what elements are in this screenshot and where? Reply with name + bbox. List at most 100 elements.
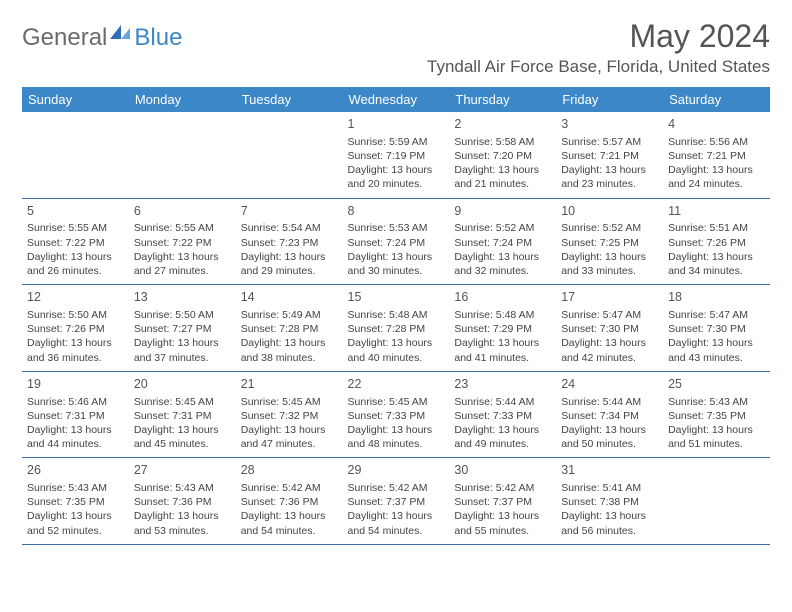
sunset-line: Sunset: 7:26 PM (27, 322, 124, 336)
sunset-line: Sunset: 7:26 PM (668, 236, 765, 250)
sunrise-line: Sunrise: 5:43 AM (668, 395, 765, 409)
day-number: 21 (241, 376, 338, 393)
calendar-day-cell (129, 112, 236, 198)
day-number: 24 (561, 376, 658, 393)
sunset-line: Sunset: 7:24 PM (348, 236, 445, 250)
weekday-header: Thursday (449, 87, 556, 112)
sunset-line: Sunset: 7:31 PM (134, 409, 231, 423)
daylight-line: Daylight: 13 hours and 47 minutes. (241, 423, 338, 451)
sunset-line: Sunset: 7:27 PM (134, 322, 231, 336)
sunset-line: Sunset: 7:37 PM (348, 495, 445, 509)
sunrise-line: Sunrise: 5:55 AM (27, 221, 124, 235)
sunrise-line: Sunrise: 5:45 AM (134, 395, 231, 409)
sunset-line: Sunset: 7:35 PM (668, 409, 765, 423)
day-number: 14 (241, 289, 338, 306)
calendar-day-cell: 23Sunrise: 5:44 AMSunset: 7:33 PMDayligh… (449, 371, 556, 458)
sunrise-line: Sunrise: 5:47 AM (668, 308, 765, 322)
calendar-day-cell: 27Sunrise: 5:43 AMSunset: 7:36 PMDayligh… (129, 458, 236, 545)
calendar-day-cell: 19Sunrise: 5:46 AMSunset: 7:31 PMDayligh… (22, 371, 129, 458)
day-number: 12 (27, 289, 124, 306)
header: General Blue May 2024 Tyndall Air Force … (22, 18, 770, 77)
calendar-day-cell: 20Sunrise: 5:45 AMSunset: 7:31 PMDayligh… (129, 371, 236, 458)
calendar-day-cell: 3Sunrise: 5:57 AMSunset: 7:21 PMDaylight… (556, 112, 663, 198)
sunrise-line: Sunrise: 5:51 AM (668, 221, 765, 235)
sunrise-line: Sunrise: 5:49 AM (241, 308, 338, 322)
sunrise-line: Sunrise: 5:45 AM (241, 395, 338, 409)
sunset-line: Sunset: 7:35 PM (27, 495, 124, 509)
weekday-header: Sunday (22, 87, 129, 112)
day-number: 25 (668, 376, 765, 393)
calendar-table: SundayMondayTuesdayWednesdayThursdayFrid… (22, 87, 770, 545)
sunrise-line: Sunrise: 5:44 AM (561, 395, 658, 409)
sunset-line: Sunset: 7:36 PM (134, 495, 231, 509)
daylight-line: Daylight: 13 hours and 20 minutes. (348, 163, 445, 191)
sunset-line: Sunset: 7:23 PM (241, 236, 338, 250)
sunset-line: Sunset: 7:33 PM (348, 409, 445, 423)
weekday-header: Tuesday (236, 87, 343, 112)
weekday-header: Saturday (663, 87, 770, 112)
calendar-week-row: 5Sunrise: 5:55 AMSunset: 7:22 PMDaylight… (22, 198, 770, 285)
daylight-line: Daylight: 13 hours and 51 minutes. (668, 423, 765, 451)
sunset-line: Sunset: 7:30 PM (561, 322, 658, 336)
day-number: 16 (454, 289, 551, 306)
sunset-line: Sunset: 7:30 PM (668, 322, 765, 336)
daylight-line: Daylight: 13 hours and 53 minutes. (134, 509, 231, 537)
daylight-line: Daylight: 13 hours and 48 minutes. (348, 423, 445, 451)
location-subtitle: Tyndall Air Force Base, Florida, United … (427, 57, 770, 77)
weekday-header: Monday (129, 87, 236, 112)
day-number: 26 (27, 462, 124, 479)
sunrise-line: Sunrise: 5:50 AM (134, 308, 231, 322)
sunrise-line: Sunrise: 5:43 AM (27, 481, 124, 495)
day-number: 27 (134, 462, 231, 479)
day-number: 31 (561, 462, 658, 479)
brand-part1: General (22, 24, 107, 52)
sunrise-line: Sunrise: 5:50 AM (27, 308, 124, 322)
daylight-line: Daylight: 13 hours and 55 minutes. (454, 509, 551, 537)
day-number: 5 (27, 203, 124, 220)
sunrise-line: Sunrise: 5:48 AM (454, 308, 551, 322)
daylight-line: Daylight: 13 hours and 23 minutes. (561, 163, 658, 191)
daylight-line: Daylight: 13 hours and 52 minutes. (27, 509, 124, 537)
calendar-day-cell: 14Sunrise: 5:49 AMSunset: 7:28 PMDayligh… (236, 285, 343, 372)
day-number: 29 (348, 462, 445, 479)
calendar-day-cell: 25 Sunrise: 5:43 AMSunset: 7:35 PMDayligh… (663, 371, 770, 458)
sunrise-line: Sunrise: 5:48 AM (348, 308, 445, 322)
daylight-line: Daylight: 13 hours and 43 minutes. (668, 336, 765, 364)
day-number: 20 (134, 376, 231, 393)
sunset-line: Sunset: 7:21 PM (668, 149, 765, 163)
sunrise-line: Sunrise: 5:41 AM (561, 481, 658, 495)
sunset-line: Sunset: 7:34 PM (561, 409, 658, 423)
calendar-head: SundayMondayTuesdayWednesdayThursdayFrid… (22, 87, 770, 112)
weekday-row: SundayMondayTuesdayWednesdayThursdayFrid… (22, 87, 770, 112)
sunset-line: Sunset: 7:28 PM (348, 322, 445, 336)
title-block: May 2024 Tyndall Air Force Base, Florida… (427, 18, 770, 77)
daylight-line: Daylight: 13 hours and 49 minutes. (454, 423, 551, 451)
day-number: 1 (348, 116, 445, 133)
daylight-line: Daylight: 13 hours and 40 minutes. (348, 336, 445, 364)
day-number: 15 (348, 289, 445, 306)
sunset-line: Sunset: 7:20 PM (454, 149, 551, 163)
calendar-day-cell (22, 112, 129, 198)
daylight-line: Daylight: 13 hours and 34 minutes. (668, 250, 765, 278)
sunrise-line: Sunrise: 5:59 AM (348, 135, 445, 149)
day-number: 28 (241, 462, 338, 479)
daylight-line: Daylight: 13 hours and 41 minutes. (454, 336, 551, 364)
calendar-day-cell: 1Sunrise: 5:59 AMSunset: 7:19 PMDaylight… (343, 112, 450, 198)
daylight-line: Daylight: 13 hours and 44 minutes. (27, 423, 124, 451)
daylight-line: Daylight: 13 hours and 36 minutes. (27, 336, 124, 364)
day-number: 18 (668, 289, 765, 306)
daylight-line: Daylight: 13 hours and 26 minutes. (27, 250, 124, 278)
calendar-day-cell: 29Sunrise: 5:42 AMSunset: 7:37 PMDayligh… (343, 458, 450, 545)
day-number: 22 (348, 376, 445, 393)
sunrise-line: Sunrise: 5:52 AM (561, 221, 658, 235)
day-number: 8 (348, 203, 445, 220)
calendar-week-row: 12Sunrise: 5:50 AMSunset: 7:26 PMDayligh… (22, 285, 770, 372)
calendar-day-cell: 8Sunrise: 5:53 AMSunset: 7:24 PMDaylight… (343, 198, 450, 285)
calendar-day-cell (236, 112, 343, 198)
daylight-line: Daylight: 13 hours and 54 minutes. (241, 509, 338, 537)
calendar-day-cell: 22Sunrise: 5:45 AMSunset: 7:33 PMDayligh… (343, 371, 450, 458)
daylight-line: Daylight: 13 hours and 37 minutes. (134, 336, 231, 364)
sunset-line: Sunset: 7:32 PM (241, 409, 338, 423)
daylight-line: Daylight: 13 hours and 27 minutes. (134, 250, 231, 278)
calendar-day-cell: 28Sunrise: 5:42 AMSunset: 7:36 PMDayligh… (236, 458, 343, 545)
